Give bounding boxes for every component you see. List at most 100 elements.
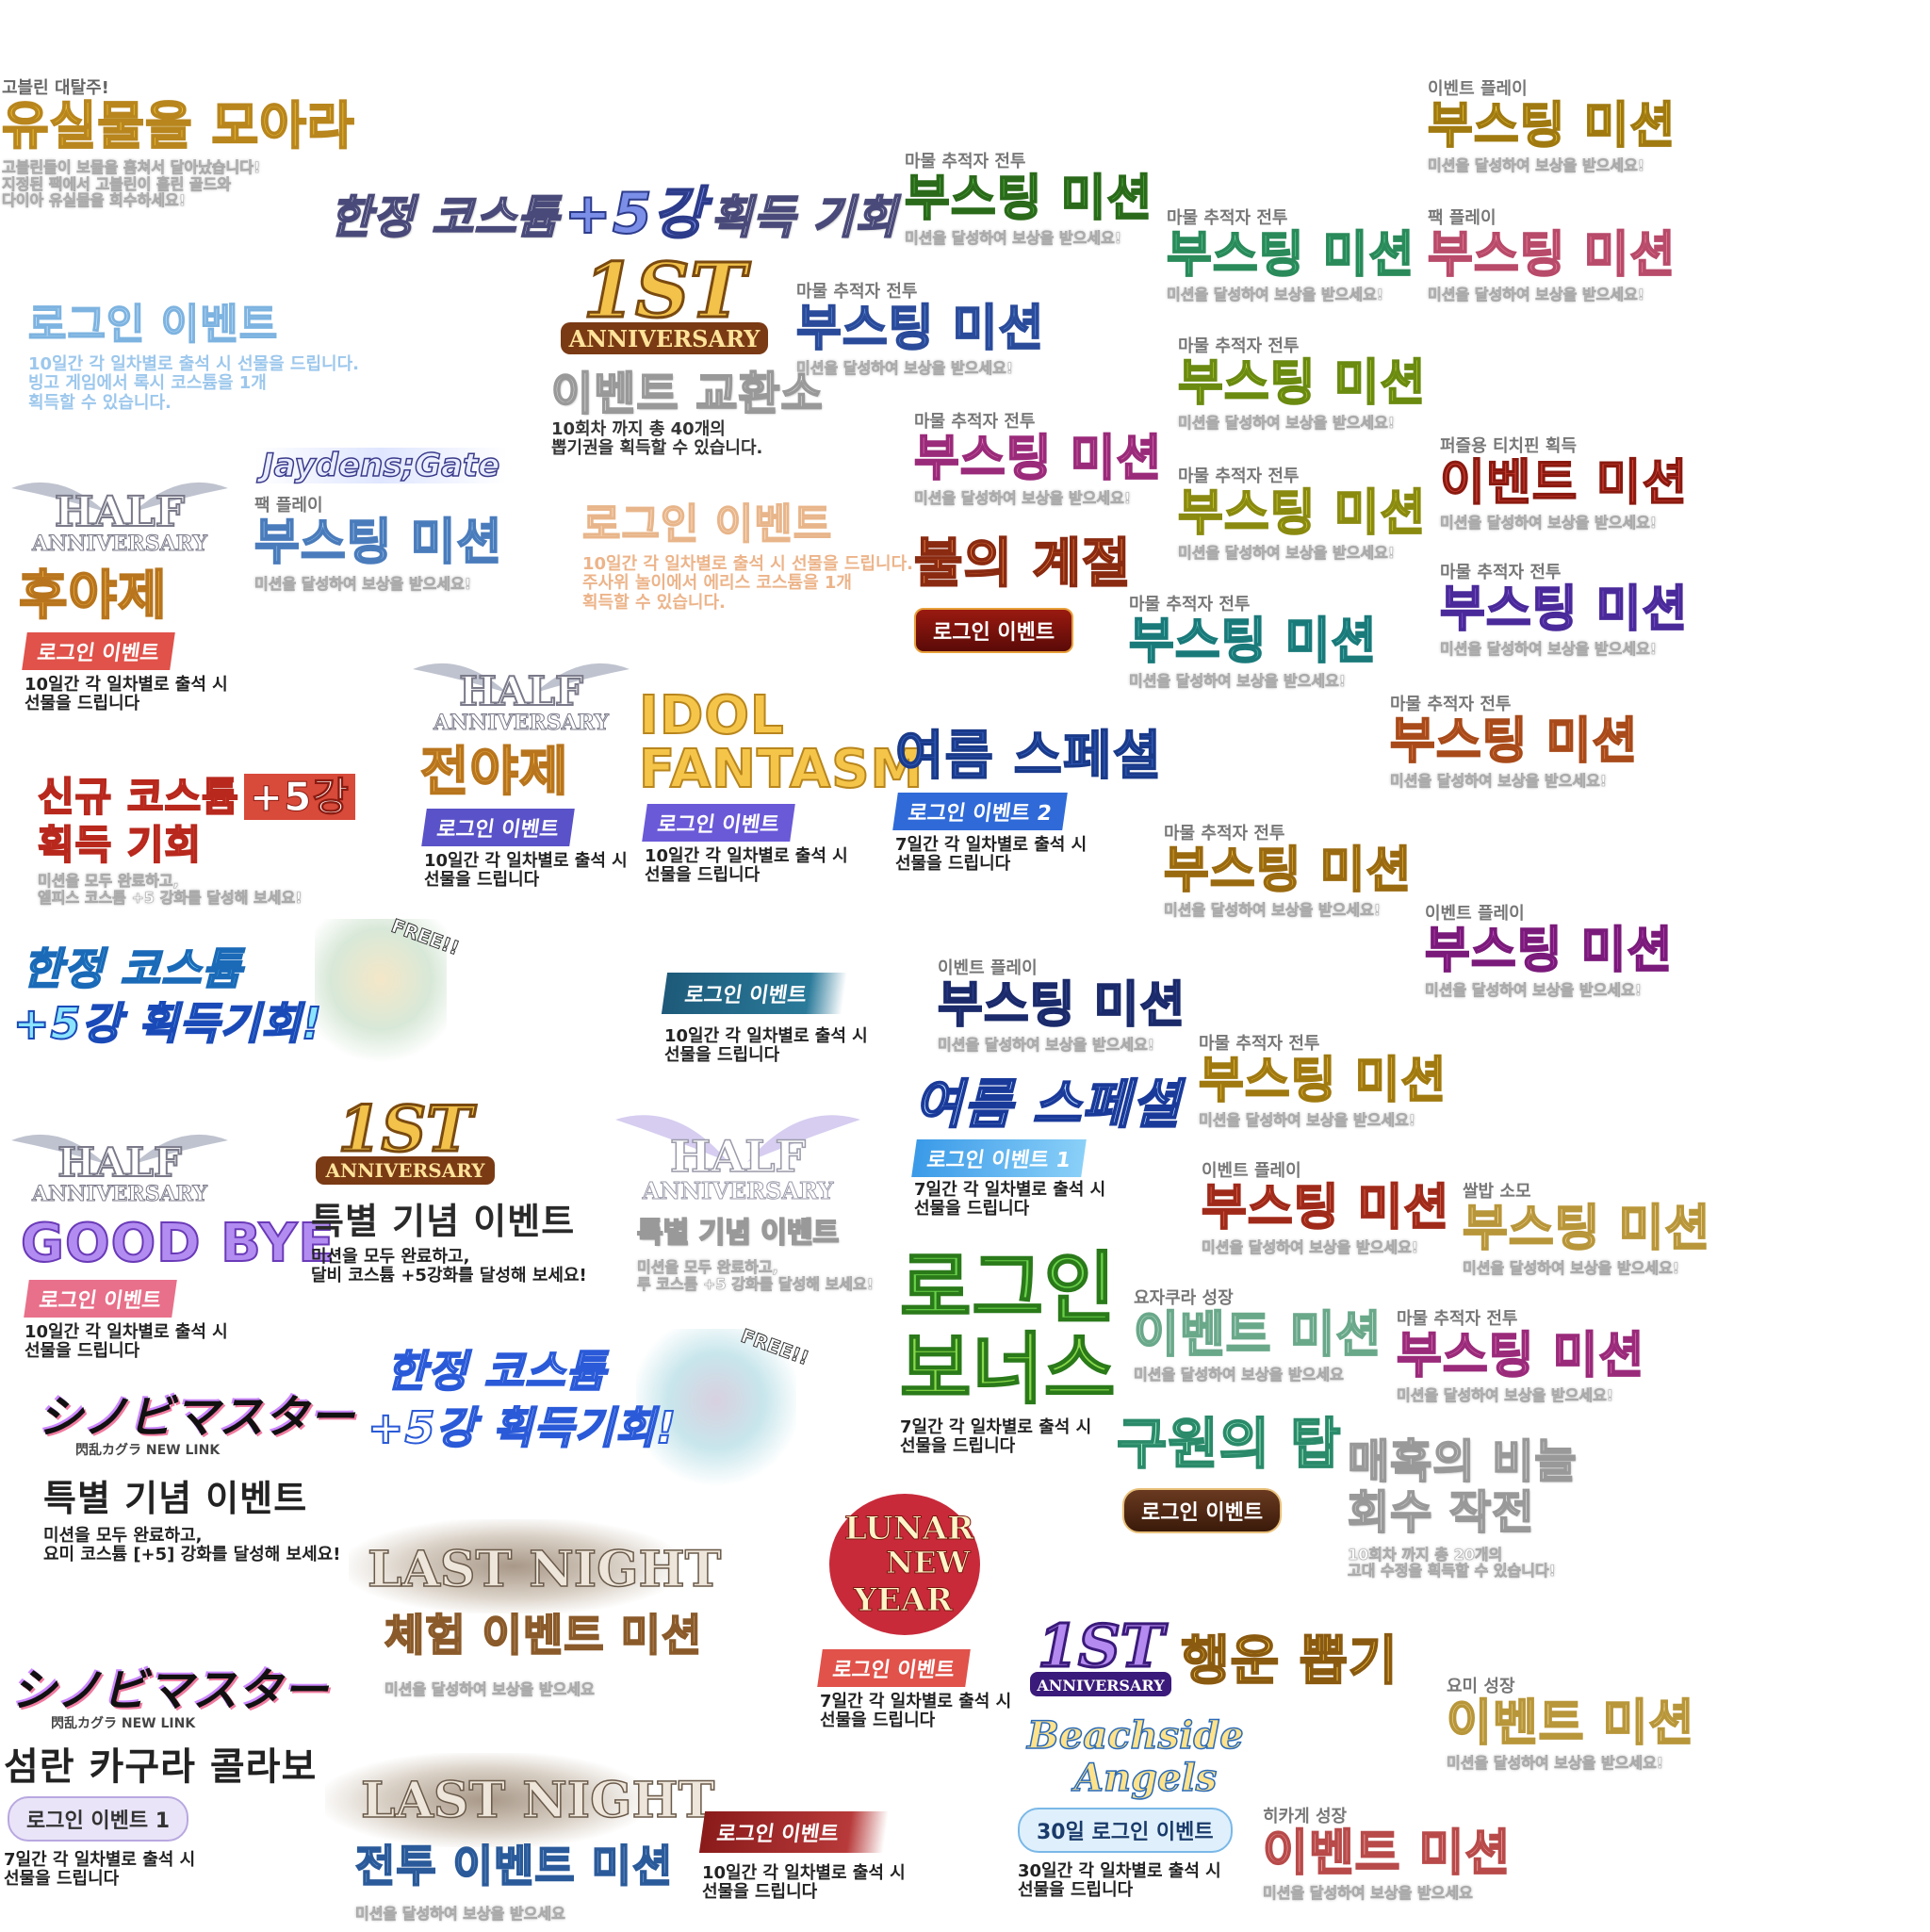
- boost-mission-banner: 마물 추적자 전투 부스팅 미션 미션을 달성하여 보상을 받으세요!: [904, 152, 1153, 248]
- half-special-desc-2: 루 코스튬 +5 강화를 달성해 보세요!: [637, 1274, 875, 1293]
- fish-desc-1: 10회차 까지 총 20개의: [1348, 1545, 1503, 1564]
- goodbye-title: GOOD BYE: [20, 1213, 335, 1274]
- beach-logo-1: Beachside: [1026, 1713, 1244, 1758]
- last-night-logo: LAST NIGHT: [367, 1541, 722, 1598]
- yomi-small: 요미 성장: [1447, 1677, 1515, 1696]
- tower-badge[interactable]: 로그인 이벤트: [1122, 1487, 1283, 1533]
- goblin-title: 유실물을 모아라: [1, 96, 355, 156]
- fire-season-title: 불의 계절: [913, 533, 1132, 595]
- boost-mission-banner: 이벤트 플레이 부스팅 미션 미션을 달성하여 보상을 받으세요!: [1427, 79, 1676, 174]
- brush-red-badge: 로그인 이벤트: [698, 1811, 890, 1853]
- kagura-collab-title: 섬란 카구라 콜라보: [4, 1745, 318, 1790]
- goblin-desc-2: 지정된 팩에서 고블린이 흘린 골드와: [2, 174, 232, 193]
- goblin-desc-1: 고블린들이 보물을 훔쳐서 달아났습니다!: [2, 157, 261, 176]
- boost-mission-title: 부스팅 미션: [1427, 227, 1676, 285]
- last-night-experience: LAST NIGHT 체험 이벤트 미션 미션을 달성하여 보상을 받으세요: [349, 1519, 722, 1708]
- youjyu-small: 요자쿠라 성장: [1134, 1288, 1234, 1308]
- beach-logo-2: Angels: [1073, 1755, 1218, 1800]
- boost-category-label: 마물 추적자 전투: [1178, 467, 1300, 486]
- yomi-title: 이벤트 미션: [1446, 1695, 1695, 1753]
- beach-badge: 30일 로그인 이벤트: [1018, 1807, 1233, 1853]
- kagura-collab-desc-1: 7일간 각 일차별로 출석 시: [4, 1850, 196, 1871]
- login-bonus-desc-1: 7일간 각 일차별로 출석 시: [900, 1417, 1092, 1438]
- boost-mission-title: 부스팅 미션: [1439, 581, 1689, 639]
- fish-title-2: 회수 작전: [1347, 1485, 1535, 1539]
- boost-mission-title: 부스팅 미션: [1201, 1180, 1450, 1237]
- half-anniversary-eve: HALF ANNIVERSARY 전야제 로그인 이벤트 10일간 각 일차별로…: [403, 641, 639, 890]
- lunar-new-year-event: LUNAR NEW YEAR 로그인 이벤트 7일간 각 일차별로 출석 시 선…: [817, 1484, 1011, 1731]
- lucky-title: 행운 뽑기: [1180, 1630, 1398, 1694]
- limited-costume-plus: +5강: [564, 180, 706, 248]
- lucky-draw: 1ST ANNIVERSARY 행운 뽑기: [1025, 1610, 1398, 1704]
- login-peach-desc-2: 주사위 놀이에서 에리스 코스튬을 1개: [582, 573, 852, 594]
- yomi-desc: 미션을 달성하여 보상을 받으세요!: [1447, 1754, 1664, 1773]
- summer2-badge: 로그인 이벤트 2: [892, 792, 1068, 830]
- first-anniversary-logo-icon: 1ST ANNIVERSARY: [1030, 1611, 1171, 1696]
- fire-season-badge[interactable]: 로그인 이벤트: [914, 607, 1074, 653]
- boost-mission-desc: 미션을 달성하여 보상을 받으세요!: [1428, 286, 1645, 304]
- goblin-desc-3: 다이아 유실물을 회수하세요!: [2, 191, 187, 210]
- hikage-desc: 미션을 달성하여 보상을 받으세요: [1263, 1884, 1473, 1903]
- youjyu-title: 이벤트 미션: [1133, 1307, 1382, 1365]
- kagura-special-desc-1: 미션을 모두 완료하고,: [43, 1525, 203, 1546]
- boost-mission-title: 부스팅 미션: [904, 171, 1153, 228]
- fire-season-event: 불의 계절 로그인 이벤트: [913, 533, 1132, 653]
- boost-mission-banner: 마물 추적자 전투 부스팅 미션 미션을 달성하여 보상을 받으세요!: [1177, 467, 1427, 562]
- boost-mission-title: 부스팅 미션: [1177, 485, 1427, 543]
- half-anniversary-after-party: HALF ANNIVERSARY 후야제 로그인 이벤트 10일간 각 일차별로…: [2, 460, 237, 713]
- beachside-angels-event: Beachside Angels 30일 로그인 이벤트 30일간 각 일차별로…: [1018, 1713, 1244, 1900]
- anniv-special-title: 특별 기념 이벤트: [311, 1201, 576, 1242]
- new-costume-desc-1: 미션을 모두 완료하고,: [38, 872, 179, 891]
- tower-title: 구원의 탑: [1116, 1412, 1342, 1476]
- kagura-collab-logo-sub: 閃乱カグラ NEW LINK: [51, 1715, 196, 1731]
- boost-mission-desc: 미션을 달성하여 보상을 받으세요!: [1202, 1238, 1419, 1257]
- boost-mission-title: 부스팅 미션: [795, 301, 1045, 358]
- last-night-battle-title: 전투 이벤트 미션: [354, 1841, 674, 1891]
- boost-mission-desc: 미션을 달성하여 보상을 받으세요!: [796, 359, 1014, 378]
- idol-fantasm-event: IDOL FANTASM 로그인 이벤트 10일간 각 일차별로 출석 시 선물…: [638, 685, 924, 885]
- boost-category-label: 마물 추적자 전투: [1164, 824, 1285, 843]
- summer1-title: 여름 스페셜: [913, 1074, 1182, 1136]
- summer2-desc-2: 선물을 드립니다: [895, 853, 1011, 874]
- login-blue-desc-2: 빙고 게임에서 록시 코스튬을 1개: [28, 373, 267, 394]
- lucky-logo-small: ANNIVERSARY: [1036, 1677, 1165, 1695]
- idol-title-1: IDOL: [638, 685, 785, 746]
- boost-mission-title: 부스팅 미션: [937, 977, 1186, 1035]
- summer-special-1: 여름 스페셜 로그인 이벤트 1 7일간 각 일차별로 출석 시 선물을 드립니…: [911, 1074, 1182, 1219]
- boost-mission-title: 부스팅 미션: [1163, 843, 1413, 900]
- anniv-special-desc-2: 달비 코스튬 +5강화를 달성해 보세요!: [311, 1265, 587, 1285]
- idol-badge: 로그인 이벤트: [642, 803, 795, 842]
- lunar-desc-2: 선물을 드립니다: [820, 1711, 936, 1731]
- boost-mission-banner: 마물 추적자 전투 부스팅 미션 미션을 달성하여 보상을 받으세요!: [1396, 1309, 1644, 1404]
- boost-mission-desc: 미션을 달성하여 보상을 받으세요!: [905, 229, 1122, 248]
- summer1-desc-1: 7일간 각 일차별로 출석 시: [914, 1179, 1106, 1200]
- anniv-exchange-title: 이벤트 교환소: [550, 368, 824, 420]
- login-peach-desc-3: 획득할 수 있습니다.: [582, 592, 726, 613]
- boost-category-label: 마물 추적자 전투: [1440, 563, 1562, 582]
- tower-of-salvation: 구원의 탑 로그인 이벤트: [1116, 1412, 1342, 1533]
- jaydens-title: 부스팅 미션: [254, 515, 503, 572]
- brush-red-desc-2: 선물을 드립니다: [702, 1882, 818, 1903]
- login-bonus-title-2: 보너스: [899, 1325, 1117, 1416]
- kagura-collab-badge: 로그인 이벤트 1: [8, 1796, 189, 1842]
- brush-red-desc-1: 10일간 각 일차별로 출석 시: [702, 1863, 906, 1883]
- login-event-blue: 로그인 이벤트 10일간 각 일차별로 출석 시 선물을 드립니다. 빙고 게임…: [27, 301, 359, 413]
- boost-mission-title: 부스팅 미션: [1389, 713, 1639, 771]
- kagura-logo: シノビマスター: [38, 1391, 355, 1444]
- youjyu-desc: 미션을 달성하여 보상을 받으세요: [1134, 1366, 1344, 1384]
- last-night-battle: LAST NIGHT 전투 이벤트 미션 미션을 달성하여 보상을 받으세요: [325, 1753, 715, 1932]
- boost-mission-banner: 마물 추적자 전투 부스팅 미션 미션을 달성하여 보상을 받으세요!: [1198, 1034, 1447, 1129]
- login-bonus-title-1: 로그인: [899, 1244, 1117, 1334]
- half-anniversary-goodbye: HALF ANNIVERSARY GOOD BYE 로그인 이벤트 10일간 각…: [2, 1112, 335, 1361]
- anniv-logo-small: ANNIVERSARY: [324, 1159, 485, 1182]
- boost-category-label: 이벤트 플레이: [1425, 904, 1525, 924]
- kagura-logo-sub: 閃乱カグラ NEW LINK: [75, 1442, 221, 1458]
- jaydens-small: 팩 플레이: [254, 496, 323, 516]
- lunar-moon-icon: [829, 1494, 980, 1635]
- idol-desc-2: 선물을 드립니다: [645, 864, 761, 885]
- half-eve-title: 전야제: [419, 742, 569, 803]
- summer1-desc-2: 선물을 드립니다: [914, 1198, 1030, 1219]
- half-anniversary-logo-icon: HALF ANNIVERSARY: [11, 1134, 228, 1207]
- boost-mission-title: 부스팅 미션: [1424, 923, 1674, 980]
- kagura-special-event: シノビマスター 閃乱カグラ NEW LINK 특별 기념 이벤트 미션을 모두 …: [38, 1391, 355, 1564]
